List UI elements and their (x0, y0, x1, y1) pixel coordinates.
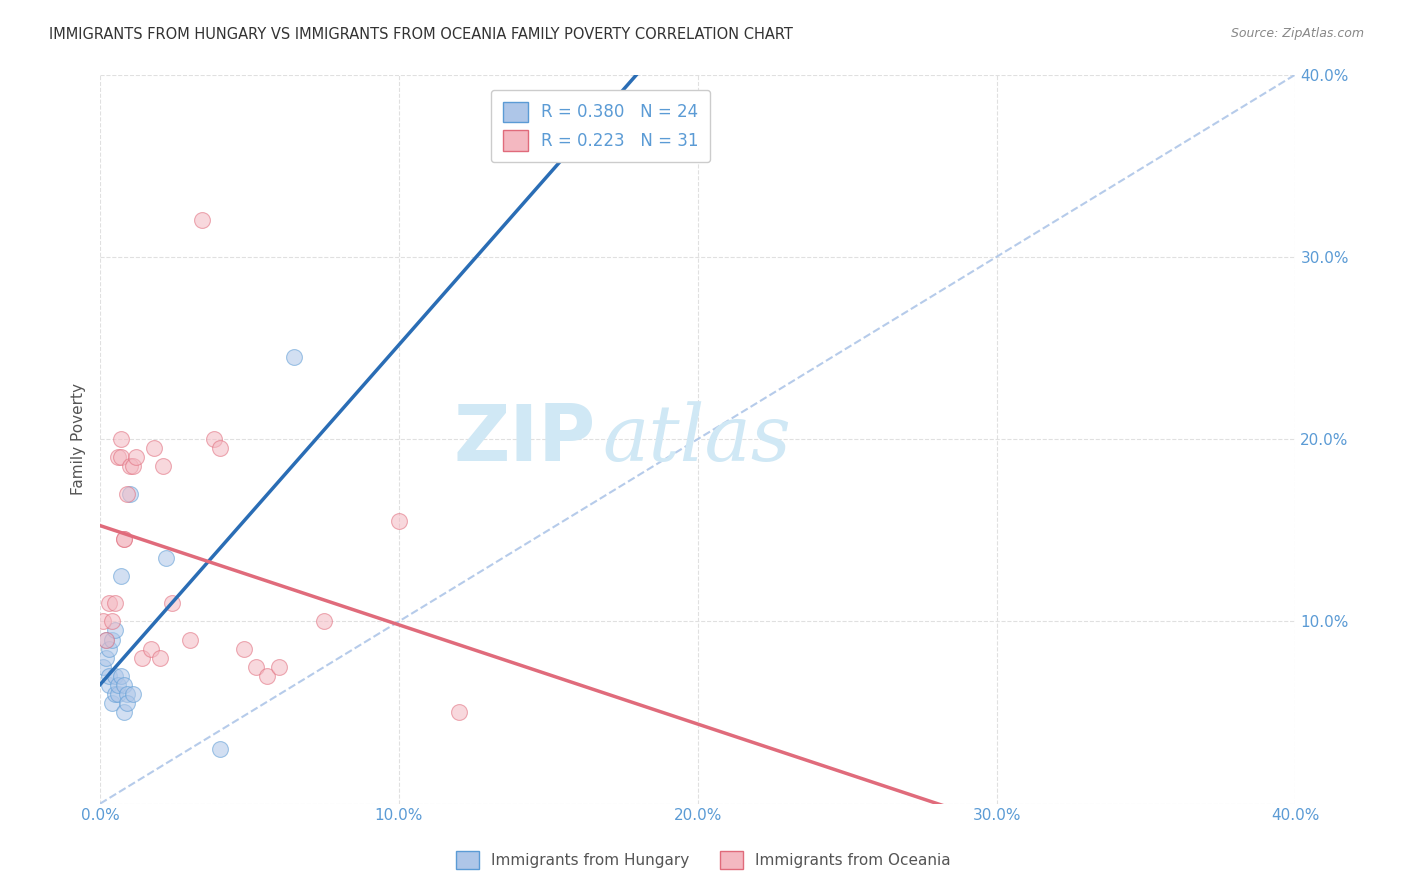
Point (245, 660, 267, 674)
Point (118, 487, 141, 501)
Point (232, 641, 254, 656)
Point (112, 678, 135, 692)
Point (256, 669, 278, 683)
Point (122, 687, 145, 701)
Point (160, 596, 183, 610)
Point (98, 678, 121, 692)
Point (142, 441, 165, 455)
Point (107, 678, 129, 692)
Point (98, 641, 121, 656)
Point (91, 660, 114, 674)
Point (94, 632, 117, 647)
Point (104, 669, 127, 683)
Point (104, 687, 127, 701)
Point (202, 432, 225, 446)
Point (152, 459, 174, 474)
Point (118, 459, 141, 474)
Text: Source: ZipAtlas.com: Source: ZipAtlas.com (1230, 27, 1364, 40)
Point (112, 533, 135, 547)
Point (155, 550, 177, 565)
Point (149, 650, 172, 665)
Point (104, 596, 127, 610)
Point (112, 533, 135, 547)
Point (388, 514, 411, 528)
Point (131, 650, 153, 665)
Point (208, 441, 231, 455)
Point (208, 742, 231, 756)
Point (101, 697, 124, 711)
Point (94, 632, 117, 647)
Y-axis label: Family Poverty: Family Poverty (72, 383, 86, 495)
Point (115, 487, 138, 501)
Point (101, 632, 124, 647)
Point (91, 615, 114, 629)
Point (110, 432, 132, 446)
Point (283, 350, 305, 364)
Point (269, 660, 291, 674)
Point (447, 706, 470, 720)
Point (101, 615, 124, 629)
Point (94, 650, 117, 665)
Point (110, 568, 132, 582)
Point (139, 641, 162, 656)
Point (125, 450, 148, 465)
Point (115, 687, 138, 701)
Text: ZIP: ZIP (454, 401, 596, 477)
Point (115, 697, 138, 711)
Point (112, 706, 135, 720)
Point (314, 615, 336, 629)
Point (107, 687, 129, 701)
Point (98, 596, 121, 610)
Point (110, 669, 132, 683)
Point (179, 632, 201, 647)
Point (122, 459, 145, 474)
Point (107, 450, 129, 465)
Legend: Immigrants from Hungary, Immigrants from Oceania: Immigrants from Hungary, Immigrants from… (450, 845, 956, 875)
Point (98, 669, 121, 683)
Point (190, 213, 212, 227)
Text: atlas: atlas (602, 401, 792, 477)
Legend: R = 0.380   N = 24, R = 0.223   N = 31: R = 0.380 N = 24, R = 0.223 N = 31 (491, 90, 710, 162)
Point (104, 624, 127, 638)
Text: IMMIGRANTS FROM HUNGARY VS IMMIGRANTS FROM OCEANIA FAMILY POVERTY CORRELATION CH: IMMIGRANTS FROM HUNGARY VS IMMIGRANTS FR… (49, 27, 793, 42)
Point (110, 450, 132, 465)
